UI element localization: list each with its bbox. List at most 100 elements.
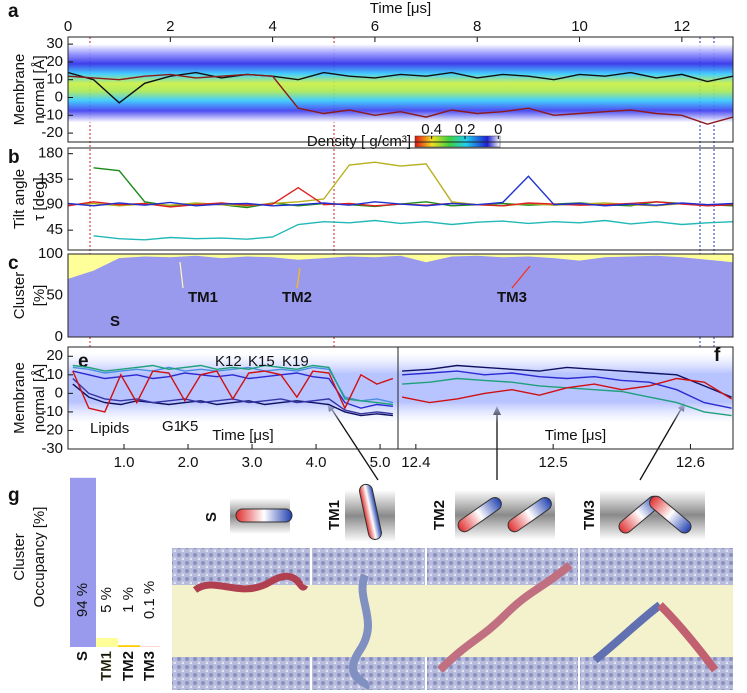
- y-tick-label: -10: [41, 403, 63, 420]
- value-label: 94 %: [74, 583, 91, 617]
- x-tick-label: 12.5: [539, 454, 568, 471]
- x-tick-label: 12.4: [401, 454, 430, 471]
- colorbar-tick-label: 0.4: [421, 121, 442, 138]
- state-label: TM3: [581, 500, 598, 530]
- x-tick-label: 0: [64, 18, 72, 35]
- y-tick-label: 180: [38, 145, 63, 162]
- series-line: [67, 175, 734, 207]
- helix-ribbon: [437, 561, 573, 673]
- y-axis-label: [%]: [31, 285, 48, 307]
- helix-schematic: [507, 496, 552, 533]
- x-tick-label: 2: [166, 18, 174, 35]
- x-axis-label: Time [μs]: [212, 427, 273, 444]
- series-line: [402, 370, 732, 409]
- lipid-core: [172, 585, 733, 657]
- y-tick-label: 10: [46, 71, 63, 88]
- y-tick-label: -30: [41, 440, 63, 457]
- plot-frame: [67, 36, 734, 143]
- state-label: TM1: [326, 500, 343, 530]
- decorations: [89, 37, 733, 691]
- colorbar-tick-label: 0: [494, 121, 502, 138]
- series-line: [401, 377, 732, 404]
- y-axis-label: normal [Å]: [31, 364, 48, 432]
- y-axis-label: normal [Å]: [31, 55, 48, 123]
- y-axis-label: Cluster: [11, 272, 28, 320]
- category-label: S: [74, 651, 91, 661]
- y-tick-label: 20: [46, 53, 63, 70]
- state-label: S: [203, 512, 220, 522]
- panel: g Cluster Occupancy [%] 94 % S 5 % TM1 1 % TM2 0.…: [8, 477, 160, 681]
- panel-label: g: [8, 485, 20, 506]
- series-area: [68, 255, 733, 337]
- panel-label: a: [8, 1, 19, 22]
- y-tick-label: 0: [55, 384, 63, 401]
- x-tick-label: 6: [371, 18, 379, 35]
- helix-ribbon: [657, 602, 719, 673]
- annotation-pointer: [511, 265, 531, 289]
- y-tick-label: 0: [55, 328, 63, 345]
- y-axis-label: Tilt angle: [11, 169, 28, 229]
- plot-frame: [397, 346, 734, 450]
- panel-label: e: [78, 351, 89, 372]
- series-label: K12: [215, 353, 242, 370]
- panel: f 12.4 12.5 12.6 Time [μs]: [397, 345, 734, 471]
- value-label: 1 %: [120, 587, 137, 613]
- helix-ribbon: [192, 572, 309, 594]
- panel: e Membrane normal [Å] -30 -20-10 010 20 1.0 2.0 3…: [11, 346, 399, 471]
- category-label: TM3: [141, 651, 158, 681]
- series-label: K15: [248, 353, 275, 370]
- x-tick-label: 10: [571, 18, 588, 35]
- x-tick-label: 3.0: [242, 454, 263, 471]
- helix-schematic: [235, 508, 293, 523]
- y-tick-label: 30: [46, 35, 63, 52]
- y-axis-label: τ [deg]: [31, 177, 48, 220]
- y-axis-label: Occupancy [%]: [31, 507, 48, 608]
- series-line: [402, 364, 732, 398]
- helix-schematic: [457, 496, 502, 533]
- annotation: TM1: [188, 289, 218, 306]
- panel-label: b: [8, 147, 20, 168]
- y-tick-label: -10: [41, 106, 63, 123]
- plot-frame: [67, 253, 734, 338]
- y-tick-label: 20: [46, 347, 63, 364]
- y-axis-label: Membrane: [11, 54, 28, 126]
- helix-ribbon: [592, 601, 663, 664]
- category-label: TM2: [120, 651, 137, 681]
- series-label: K19: [282, 353, 309, 370]
- x-axis-label: Time [μs]: [370, 0, 431, 17]
- category-label: TM1: [98, 651, 115, 681]
- y-tick-label: -20: [41, 124, 63, 141]
- series-line: [93, 167, 734, 209]
- y-tick-label: 10: [46, 366, 63, 383]
- helix-ribbon: [349, 573, 373, 691]
- y-tick-label: 100: [38, 245, 63, 262]
- x-tick-label: 1.0: [114, 454, 135, 471]
- series-line: [72, 370, 393, 409]
- series-line: [72, 383, 393, 417]
- annotation: TM3: [497, 289, 527, 306]
- value-label: 5 %: [98, 587, 115, 613]
- x-tick-label: 4: [268, 18, 276, 35]
- helix-schematic: [649, 495, 692, 534]
- y-tick-label: 135: [38, 170, 63, 187]
- series-line: [72, 370, 394, 413]
- helix-schematic: [359, 483, 382, 540]
- x-axis-label: Time [μs]: [545, 427, 606, 444]
- x-tick-label: 2.0: [178, 454, 199, 471]
- y-tick-label: -20: [41, 421, 63, 438]
- series-line: [67, 161, 734, 207]
- series-line: [72, 364, 393, 406]
- series-line: [93, 219, 734, 241]
- bar: [118, 645, 140, 647]
- x-tick-label: 12.6: [676, 454, 705, 471]
- x-tick-label: 8: [473, 18, 481, 35]
- bar: [96, 638, 118, 647]
- annotation-pointer: [179, 261, 184, 289]
- value-label: 0.1 %: [141, 581, 158, 619]
- x-tick-label: 5.0: [370, 454, 391, 471]
